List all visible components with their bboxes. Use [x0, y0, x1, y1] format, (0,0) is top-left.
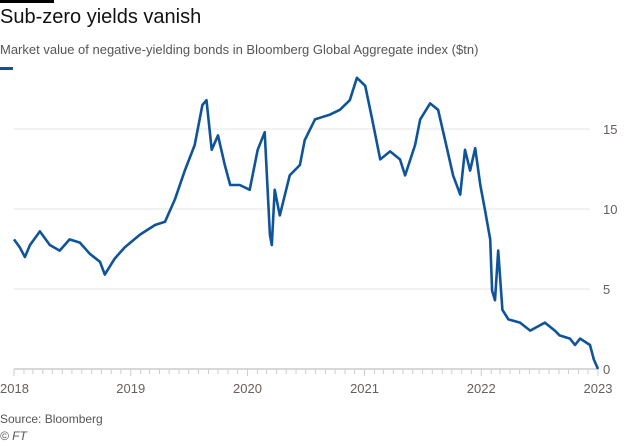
- chart-title: Sub-zero yields vanish: [0, 6, 202, 28]
- line-chart: 2018 2019 2020 2021 2022 2023 0 5 10 15: [0, 76, 617, 396]
- copyright: © FT: [0, 429, 27, 443]
- x-tick-label: 2019: [116, 381, 145, 396]
- x-tick-label: 2020: [233, 381, 262, 396]
- source-note: Source: Bloomberg: [0, 412, 103, 426]
- x-tick-label: 2018: [0, 381, 29, 396]
- ft-brand-bar: [0, 0, 54, 3]
- y-tick-label: 10: [603, 202, 617, 217]
- y-tick-label: 15: [603, 122, 617, 137]
- data-points: [13, 77, 599, 370]
- y-tick-label: 5: [603, 282, 610, 297]
- x-axis: 2018 2019 2020 2021 2022 2023: [0, 368, 613, 396]
- gridlines: [14, 128, 590, 290]
- series-key: [0, 67, 13, 70]
- y-tick-label: 0: [603, 362, 610, 377]
- series-line: [12, 76, 600, 370]
- y-axis: 0 5 10 15: [603, 122, 617, 377]
- x-tick-label: 2021: [350, 381, 379, 396]
- x-tick-label: 2023: [584, 381, 613, 396]
- x-tick-label: 2022: [467, 381, 496, 396]
- chart-subtitle: Market value of negative-yielding bonds …: [0, 42, 479, 57]
